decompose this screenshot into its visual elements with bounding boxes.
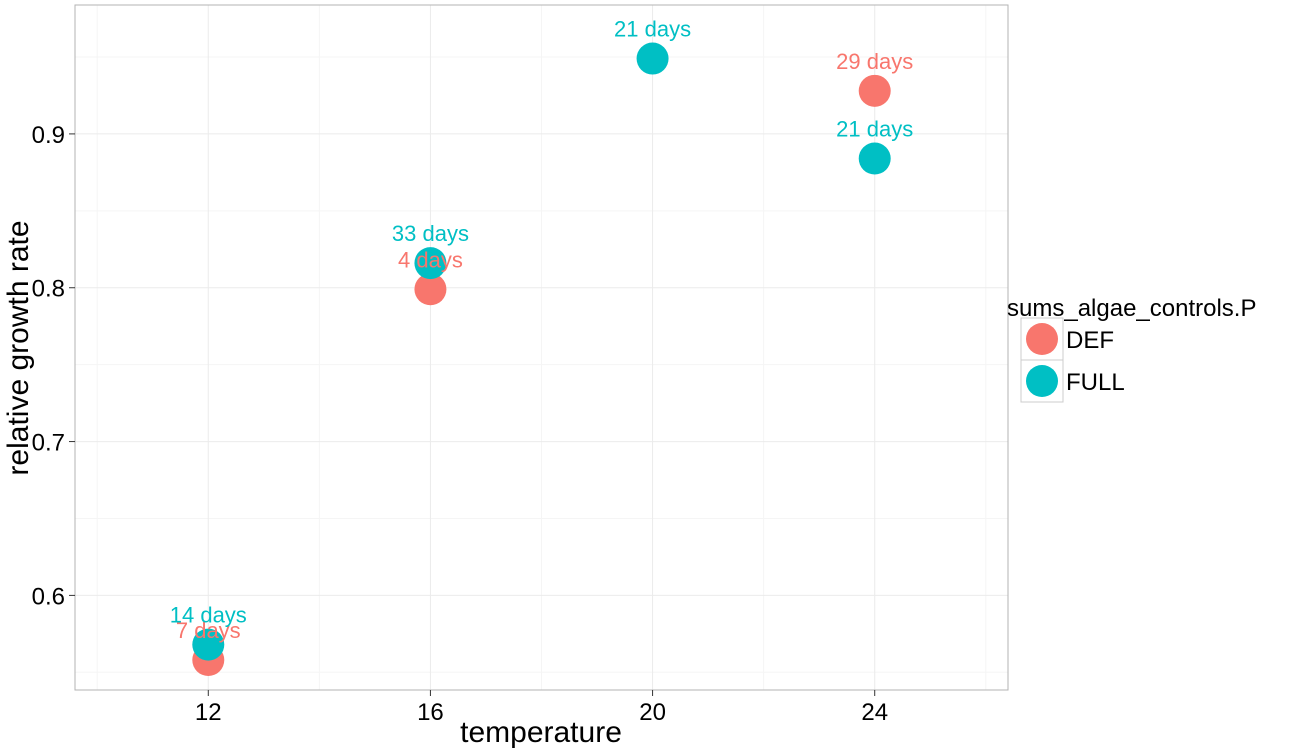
legend-key-def [1026,323,1058,355]
data-label-def: 7 days [176,618,241,643]
y-tick-label: 0.9 [32,122,65,149]
legend-label-def: DEF [1066,327,1114,354]
major-gridlines [75,5,1008,690]
y-tick-label: 0.8 [32,276,65,303]
x-tick-label: 20 [639,699,666,726]
data-label-full: 33 days [392,221,469,246]
data-point-def [858,74,891,107]
x-tick-label: 24 [861,699,888,726]
minor-gridlines [75,5,1008,690]
data-label-full: 14 days [170,603,247,628]
panel-border [74,4,1009,691]
data-label-def: 4 days [398,247,463,272]
data-point-full [192,628,225,661]
x-tick-label: 16 [417,699,444,726]
y-tick-label: 0.6 [32,583,65,610]
data-points [192,42,891,677]
data-label-full: 21 days [614,17,691,42]
data-point-full [636,42,669,75]
legend-key-full [1026,365,1058,397]
data-labels: 7 days 4 days 29 days 14 days 33 days 21 days… [170,17,913,643]
x-tick-label: 12 [195,699,222,726]
legend-label-full: FULL [1066,369,1125,396]
x-axis-ticks: 12 16 20 24 [195,690,888,726]
legend-items: DEF FULL [1020,317,1125,403]
y-axis-title: relative growth rate [2,220,35,475]
data-point-full [858,142,891,175]
data-label-def: 29 days [836,49,913,74]
data-label-full: 21 days [836,117,913,142]
y-tick-label: 0.7 [32,430,65,457]
x-axis-title: temperature [460,716,622,749]
y-axis-ticks: 0.6 0.7 0.8 0.9 [32,122,75,610]
data-point-def [414,273,447,306]
data-point-full [414,247,447,280]
